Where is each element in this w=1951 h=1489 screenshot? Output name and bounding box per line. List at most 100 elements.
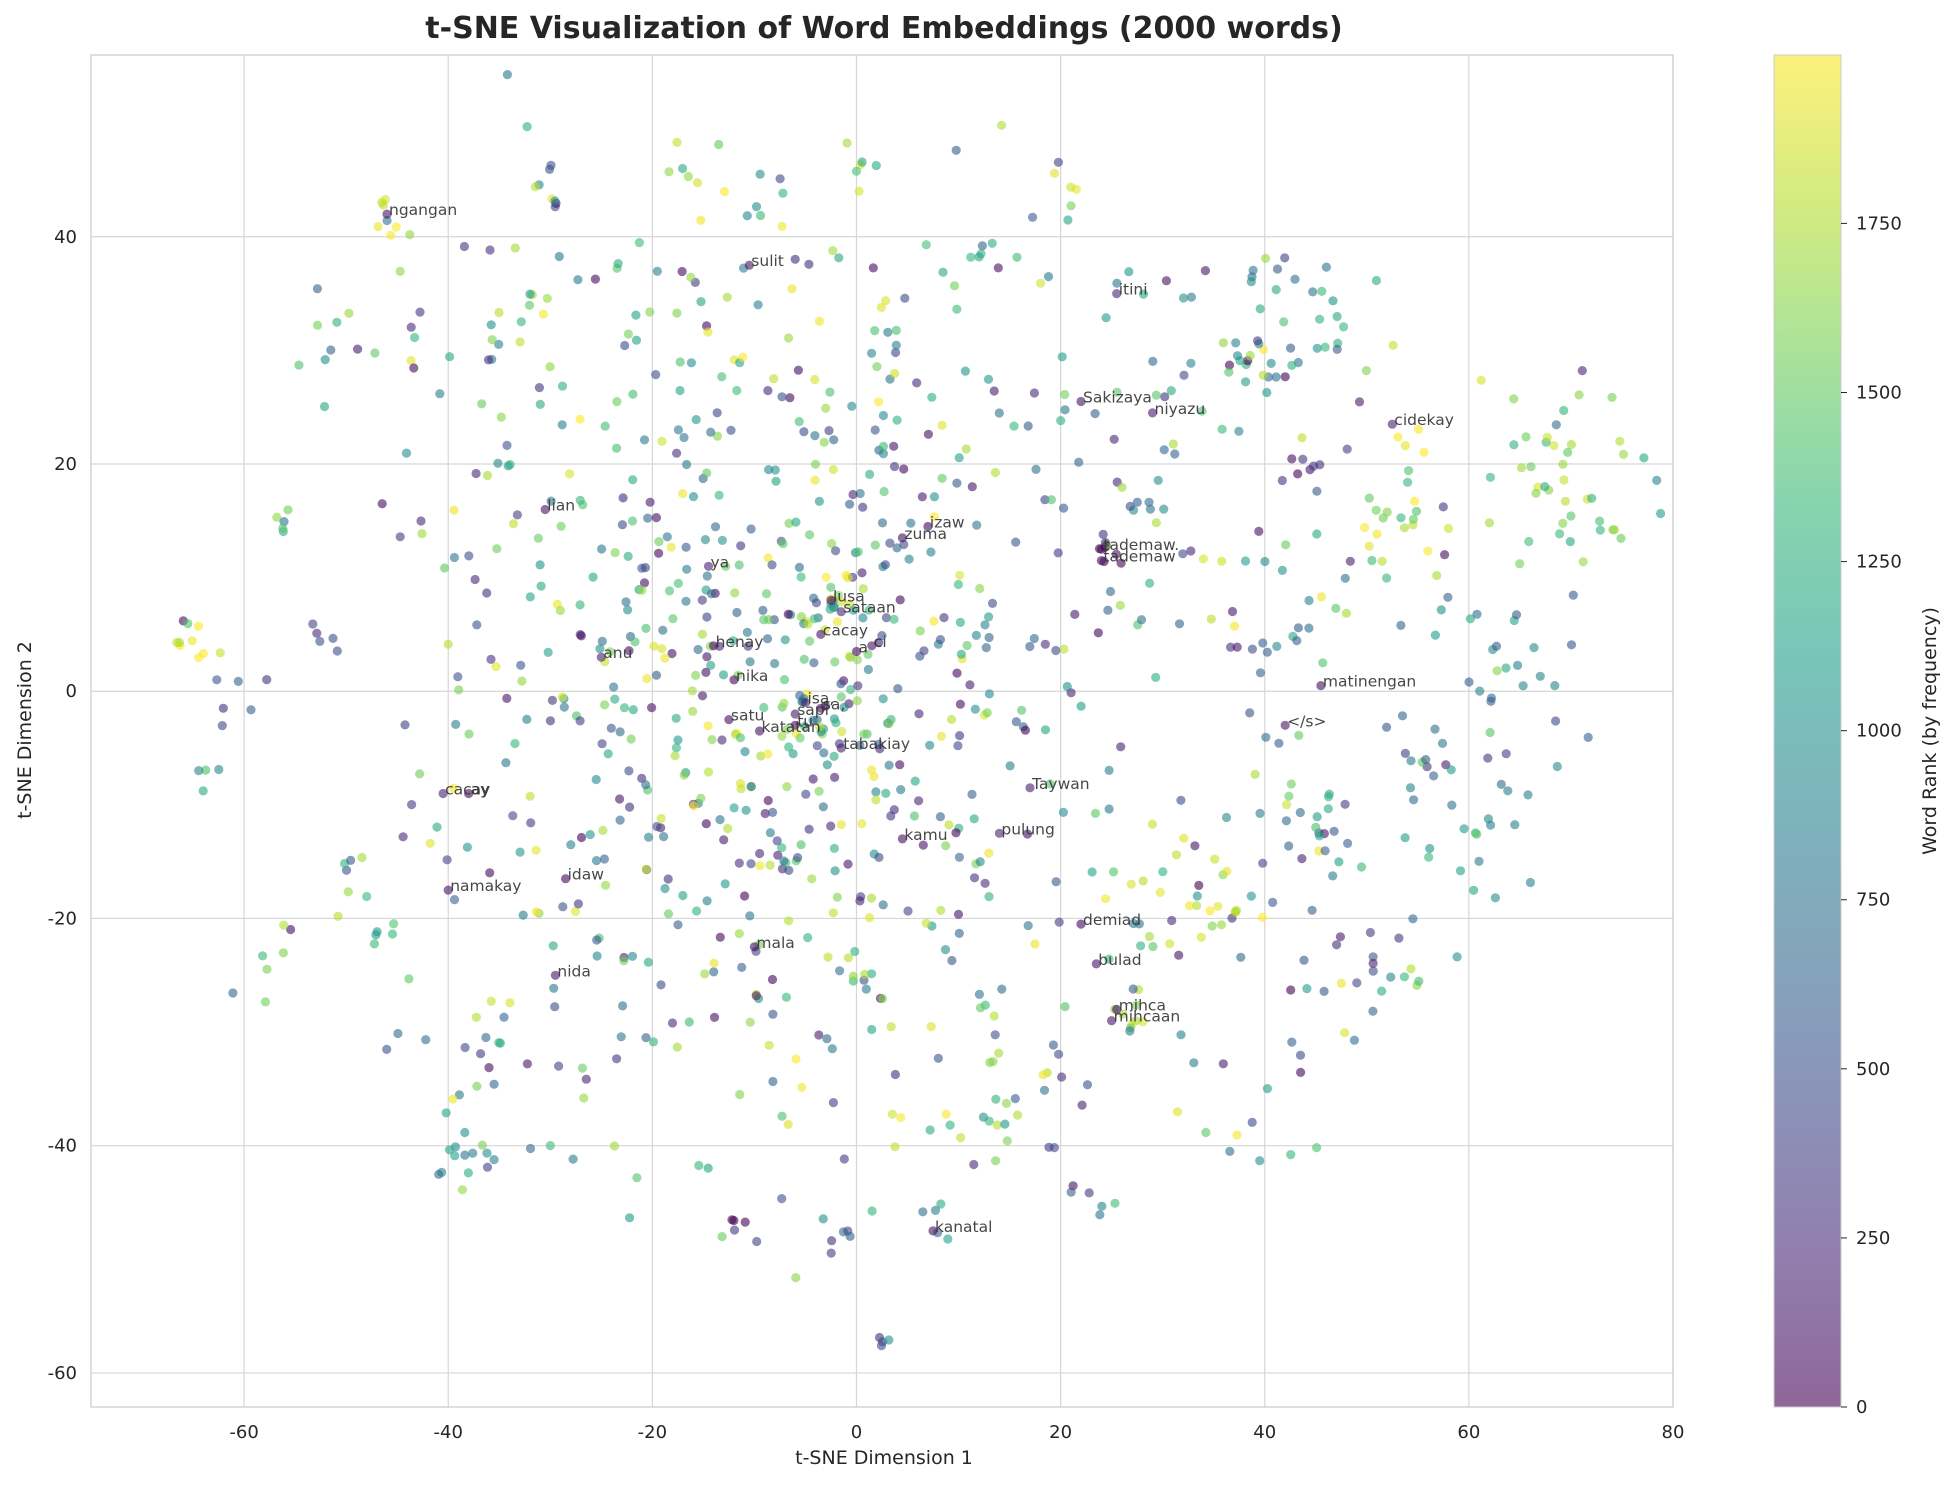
scatter-point bbox=[1484, 518, 1495, 528]
scatter-point bbox=[878, 441, 889, 451]
scatter-point bbox=[734, 560, 744, 570]
scatter-point bbox=[1409, 795, 1419, 805]
scatter-point bbox=[1217, 424, 1227, 434]
scatter-point bbox=[949, 281, 960, 291]
scatter-point bbox=[818, 802, 828, 812]
scatter-point bbox=[550, 1002, 560, 1012]
scatter-point bbox=[1286, 779, 1296, 789]
scatter-point bbox=[666, 542, 676, 552]
scatter-point bbox=[824, 426, 834, 436]
scatter-point bbox=[1231, 338, 1241, 348]
scatter-point bbox=[581, 1074, 591, 1084]
scatter-point bbox=[914, 709, 924, 719]
scatter-point bbox=[623, 329, 634, 339]
x-axis-ticks: -60 -40 -20 0 20 40 60 80 bbox=[229, 1422, 1684, 1443]
scatter-point bbox=[866, 893, 877, 903]
scatter-point bbox=[531, 907, 542, 917]
y-axis-ticks: -60 -40 -20 0 20 40 bbox=[48, 227, 77, 1384]
scatter-point bbox=[746, 524, 756, 534]
point-label: ay bbox=[471, 781, 490, 799]
scatter-point bbox=[1258, 858, 1268, 868]
scatter-point bbox=[1503, 786, 1513, 796]
scatter-point bbox=[925, 1125, 935, 1135]
scatter-point bbox=[1349, 1035, 1359, 1045]
scatter-point bbox=[599, 854, 610, 864]
scatter-point bbox=[1307, 905, 1317, 915]
scatter-point bbox=[415, 769, 425, 779]
scatter-point bbox=[557, 692, 568, 702]
scatter-point bbox=[279, 920, 289, 930]
scatter-point bbox=[606, 723, 616, 733]
scatter-point bbox=[1523, 790, 1533, 800]
scatter-point bbox=[628, 389, 638, 399]
y-axis-label: t-SNE Dimension 2 bbox=[14, 641, 36, 819]
scatter-point bbox=[1281, 816, 1291, 826]
scatter-point bbox=[967, 482, 977, 492]
scatter-point bbox=[896, 1113, 906, 1123]
scatter-point bbox=[194, 653, 204, 663]
scatter-point bbox=[809, 614, 819, 624]
scatter-point bbox=[1438, 502, 1448, 512]
scatter-point bbox=[565, 469, 575, 479]
scatter-point bbox=[454, 1090, 464, 1100]
scatter-point bbox=[734, 858, 744, 868]
scatter-point bbox=[805, 530, 815, 540]
scatter-point bbox=[1297, 854, 1307, 864]
scatter-point bbox=[701, 819, 711, 829]
scatter-point bbox=[939, 613, 949, 623]
scatter-point bbox=[658, 625, 668, 635]
scatter-point bbox=[875, 744, 885, 754]
scatter-point bbox=[719, 186, 730, 197]
scatter-point bbox=[828, 464, 839, 475]
scatter-point bbox=[395, 266, 405, 276]
scatter-point bbox=[531, 845, 541, 855]
scatter-point bbox=[484, 1063, 494, 1073]
scatter-point bbox=[410, 332, 420, 343]
scatter-point bbox=[983, 374, 994, 384]
scatter-point bbox=[1246, 277, 1256, 287]
scatter-point bbox=[1207, 921, 1217, 931]
scatter-point bbox=[1312, 1143, 1322, 1153]
scatter-point bbox=[1277, 475, 1287, 486]
scatter-point bbox=[1430, 724, 1440, 734]
scatter-point bbox=[1382, 573, 1392, 583]
scatter-point bbox=[612, 397, 622, 407]
scatter-point bbox=[1551, 420, 1561, 430]
scatter-point bbox=[678, 163, 688, 174]
scatter-point bbox=[857, 157, 867, 167]
scatter-point bbox=[1158, 867, 1168, 877]
x-tick-label: -20 bbox=[638, 1422, 667, 1443]
scatter-point bbox=[1509, 440, 1519, 450]
scatter-point bbox=[936, 1199, 946, 1209]
scatter-point bbox=[944, 820, 954, 830]
scatter-point bbox=[707, 735, 717, 745]
scatter-point bbox=[683, 171, 693, 182]
scatter-point bbox=[491, 662, 501, 672]
scatter-point bbox=[702, 612, 712, 622]
scatter-point bbox=[434, 1169, 444, 1179]
scatter-point bbox=[647, 703, 657, 713]
scatter-point bbox=[843, 573, 853, 583]
scatter-point bbox=[956, 649, 967, 659]
scatter-point bbox=[687, 686, 697, 696]
scatter-point bbox=[1272, 264, 1283, 274]
scatter-point bbox=[815, 722, 825, 732]
plot-area bbox=[91, 55, 1673, 1407]
scatter-point bbox=[1266, 358, 1276, 368]
scatter-point bbox=[915, 651, 925, 661]
scatter-point bbox=[667, 1018, 678, 1028]
scatter-point bbox=[1411, 506, 1422, 516]
scatter-point bbox=[842, 138, 852, 148]
scatter-point bbox=[927, 392, 937, 402]
scatter-point bbox=[730, 588, 740, 598]
scatter-point bbox=[1091, 959, 1101, 969]
point-label: izaw bbox=[930, 514, 965, 532]
scatter-point bbox=[425, 838, 435, 848]
scatter-point bbox=[906, 518, 916, 528]
scatter-point bbox=[1250, 769, 1260, 780]
scatter-point bbox=[810, 475, 820, 485]
point-label: sataan bbox=[843, 599, 895, 617]
scatter-point bbox=[826, 582, 836, 592]
scatter-point bbox=[784, 865, 794, 876]
scatter-point bbox=[921, 918, 931, 928]
